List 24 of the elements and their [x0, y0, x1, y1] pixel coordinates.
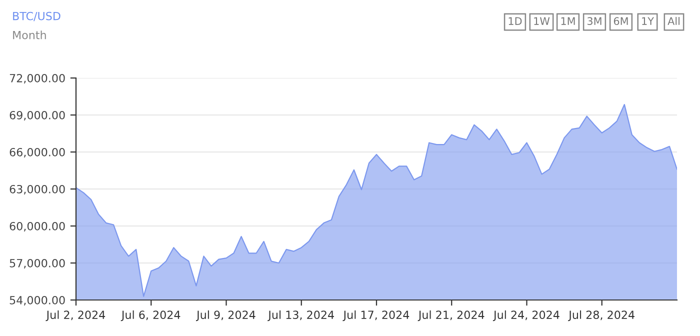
y-tick-label: 69,000.00 — [10, 110, 65, 121]
x-tick-label: Jul 13, 2024 — [268, 310, 334, 322]
x-tick-label: Jul 21, 2024 — [418, 310, 484, 322]
y-tick-label: 57,000.00 — [10, 258, 65, 269]
text: 1Y — [642, 17, 654, 25]
y-tick-label: 72,000.00 — [10, 74, 65, 84]
y-tick-label: 60,000.00 — [10, 222, 65, 232]
text: All — [668, 16, 680, 25]
y-tick-label: 54,000.00 — [10, 296, 65, 306]
x-tick-label: Jul 17, 2024 — [342, 310, 410, 322]
text: 1M — [561, 17, 575, 25]
x-tick-label: Jul 28, 2024 — [568, 310, 634, 322]
x-tick-label: Jul 9, 2024 — [196, 310, 256, 322]
chart-title: BTC/USD — [13, 12, 60, 22]
x-tick-label: Jul 24, 2024 — [492, 310, 560, 322]
x-tick-label: Jul 2, 2024 — [46, 310, 106, 322]
y-tick-label: 66,000.00 — [10, 148, 65, 158]
x-tick-label: Jul 6, 2024 — [120, 310, 180, 322]
text: 3M — [587, 17, 602, 26]
chart-subtitle: Month — [13, 30, 46, 40]
text: 1D — [508, 17, 522, 25]
text: 6M — [614, 17, 628, 26]
text: 1W — [534, 17, 550, 25]
y-tick-label: 63,000.00 — [10, 184, 65, 195]
